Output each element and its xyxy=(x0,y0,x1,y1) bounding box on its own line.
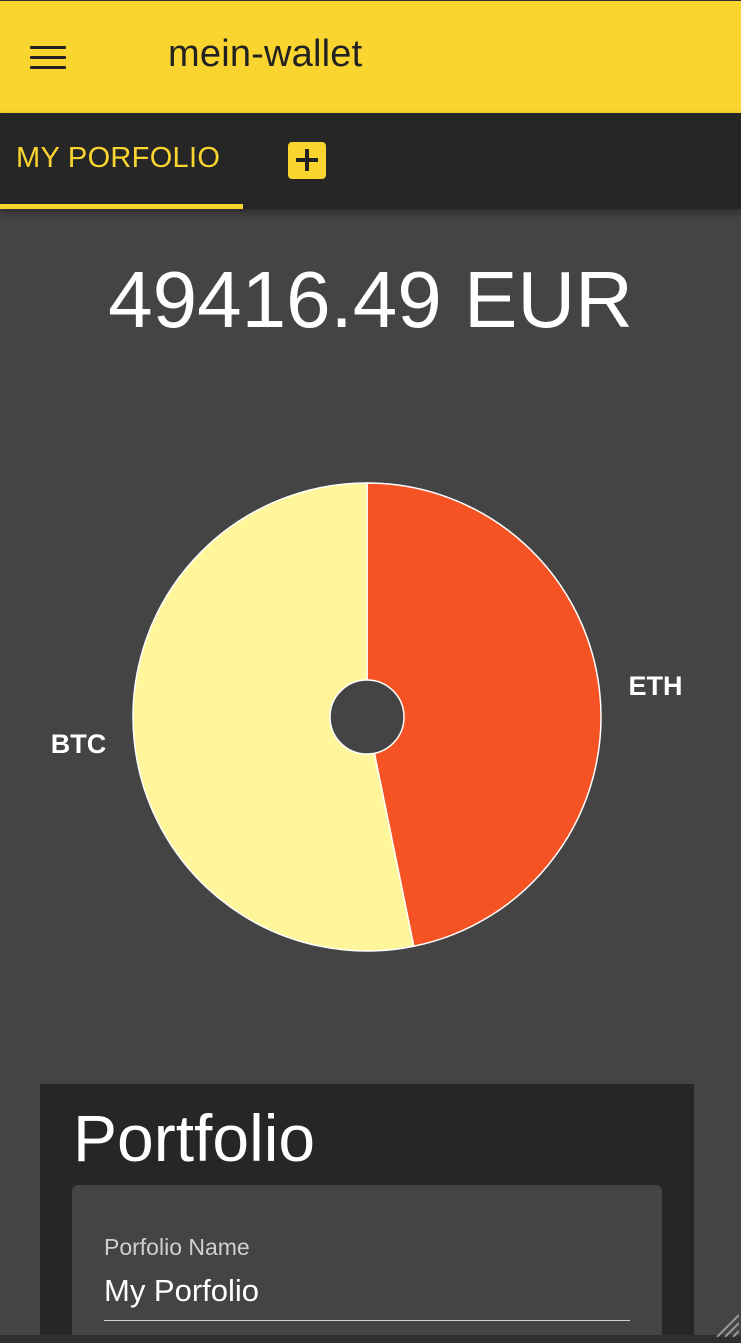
tab-bar: MY PORFOLIO xyxy=(0,113,741,209)
bottom-strip xyxy=(0,1335,741,1343)
pie-label-eth: ETH xyxy=(629,671,683,701)
donut-hole xyxy=(329,679,405,755)
tab-my-portfolio[interactable]: MY PORFOLIO xyxy=(0,113,243,209)
portfolio-card: Portfolio Porfolio Name xyxy=(40,1084,694,1343)
tab-active-indicator xyxy=(0,204,243,209)
tab-label: MY PORFOLIO xyxy=(16,142,221,174)
app-title: mein-wallet xyxy=(168,33,363,75)
pie-slice-btc[interactable] xyxy=(132,482,415,952)
menu-button[interactable] xyxy=(18,33,78,85)
card-title: Portfolio xyxy=(73,1101,316,1175)
portfolio-total: 49416.49 EUR xyxy=(108,255,633,344)
portfolio-name-input[interactable] xyxy=(104,1269,630,1313)
pie-label-btc: BTC xyxy=(51,729,107,759)
portfolio-name-label: Porfolio Name xyxy=(104,1234,250,1260)
allocation-chart: ETH BTC xyxy=(0,440,741,1000)
app-bar: mein-wallet xyxy=(0,0,741,113)
pie-slice-eth[interactable] xyxy=(366,482,602,948)
field-underline xyxy=(104,1320,630,1321)
add-portfolio-button[interactable] xyxy=(288,142,326,179)
portfolio-name-field: Porfolio Name xyxy=(72,1185,662,1343)
resize-grip-icon[interactable] xyxy=(713,1311,739,1337)
allocation-pie-svg: ETH BTC xyxy=(51,482,683,952)
